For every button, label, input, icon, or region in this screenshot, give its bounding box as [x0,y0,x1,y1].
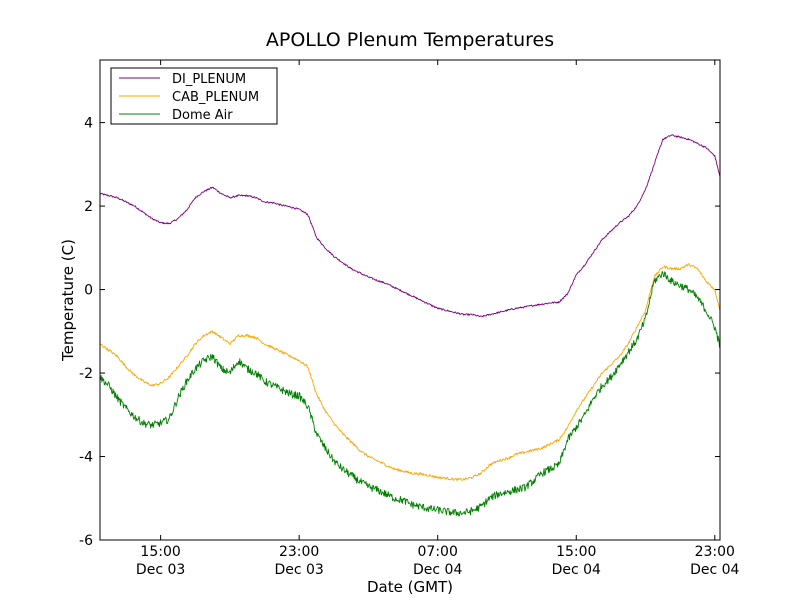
legend: DI_PLENUM CAB_PLENUM Dome Air [110,67,278,125]
y-axis-label: Temperature (C) [59,239,77,362]
y-tick-label: -6 [79,533,93,549]
legend-label-di-plenum: DI_PLENUM [172,72,246,87]
x-tick-time-label: 23:00 [279,544,319,560]
series-line-cab-plenum [99,263,721,482]
x-axis-label: Date (GMT) [367,578,453,596]
x-tick-time-label: 15:00 [556,544,596,560]
series-line-di-plenum [99,134,721,318]
series-layer [99,134,721,517]
series-line-dome-air [99,270,721,517]
chart-title: APOLLO Plenum Temperatures [266,29,554,51]
y-tick-label: 0 [84,283,93,299]
y-tick-label: 2 [84,199,93,215]
x-tick-date-label: Dec 04 [413,562,462,578]
x-tick-date-label: Dec 03 [136,562,185,578]
x-tick-time-label: 23:00 [695,544,735,560]
axis-layer: -6 -4 -2 0 2 4 15:00 Dec 03 23:00 Dec 03 07:00 Dec … [79,60,740,578]
legend-label-dome-air: Dome Air [172,108,233,123]
y-tick-label: -2 [79,366,93,382]
x-tick-date-label: Dec 03 [274,562,323,578]
x-tick-date-label: Dec 04 [552,562,601,578]
x-tick-time-label: 07:00 [418,544,458,560]
plot-frame [99,59,721,541]
y-tick-label: 4 [84,116,93,132]
x-tick-date-label: Dec 04 [690,562,739,578]
x-tick-time-label: 15:00 [140,544,180,560]
y-tick-label: -4 [79,450,93,466]
legend-label-cab-plenum: CAB_PLENUM [172,90,259,105]
